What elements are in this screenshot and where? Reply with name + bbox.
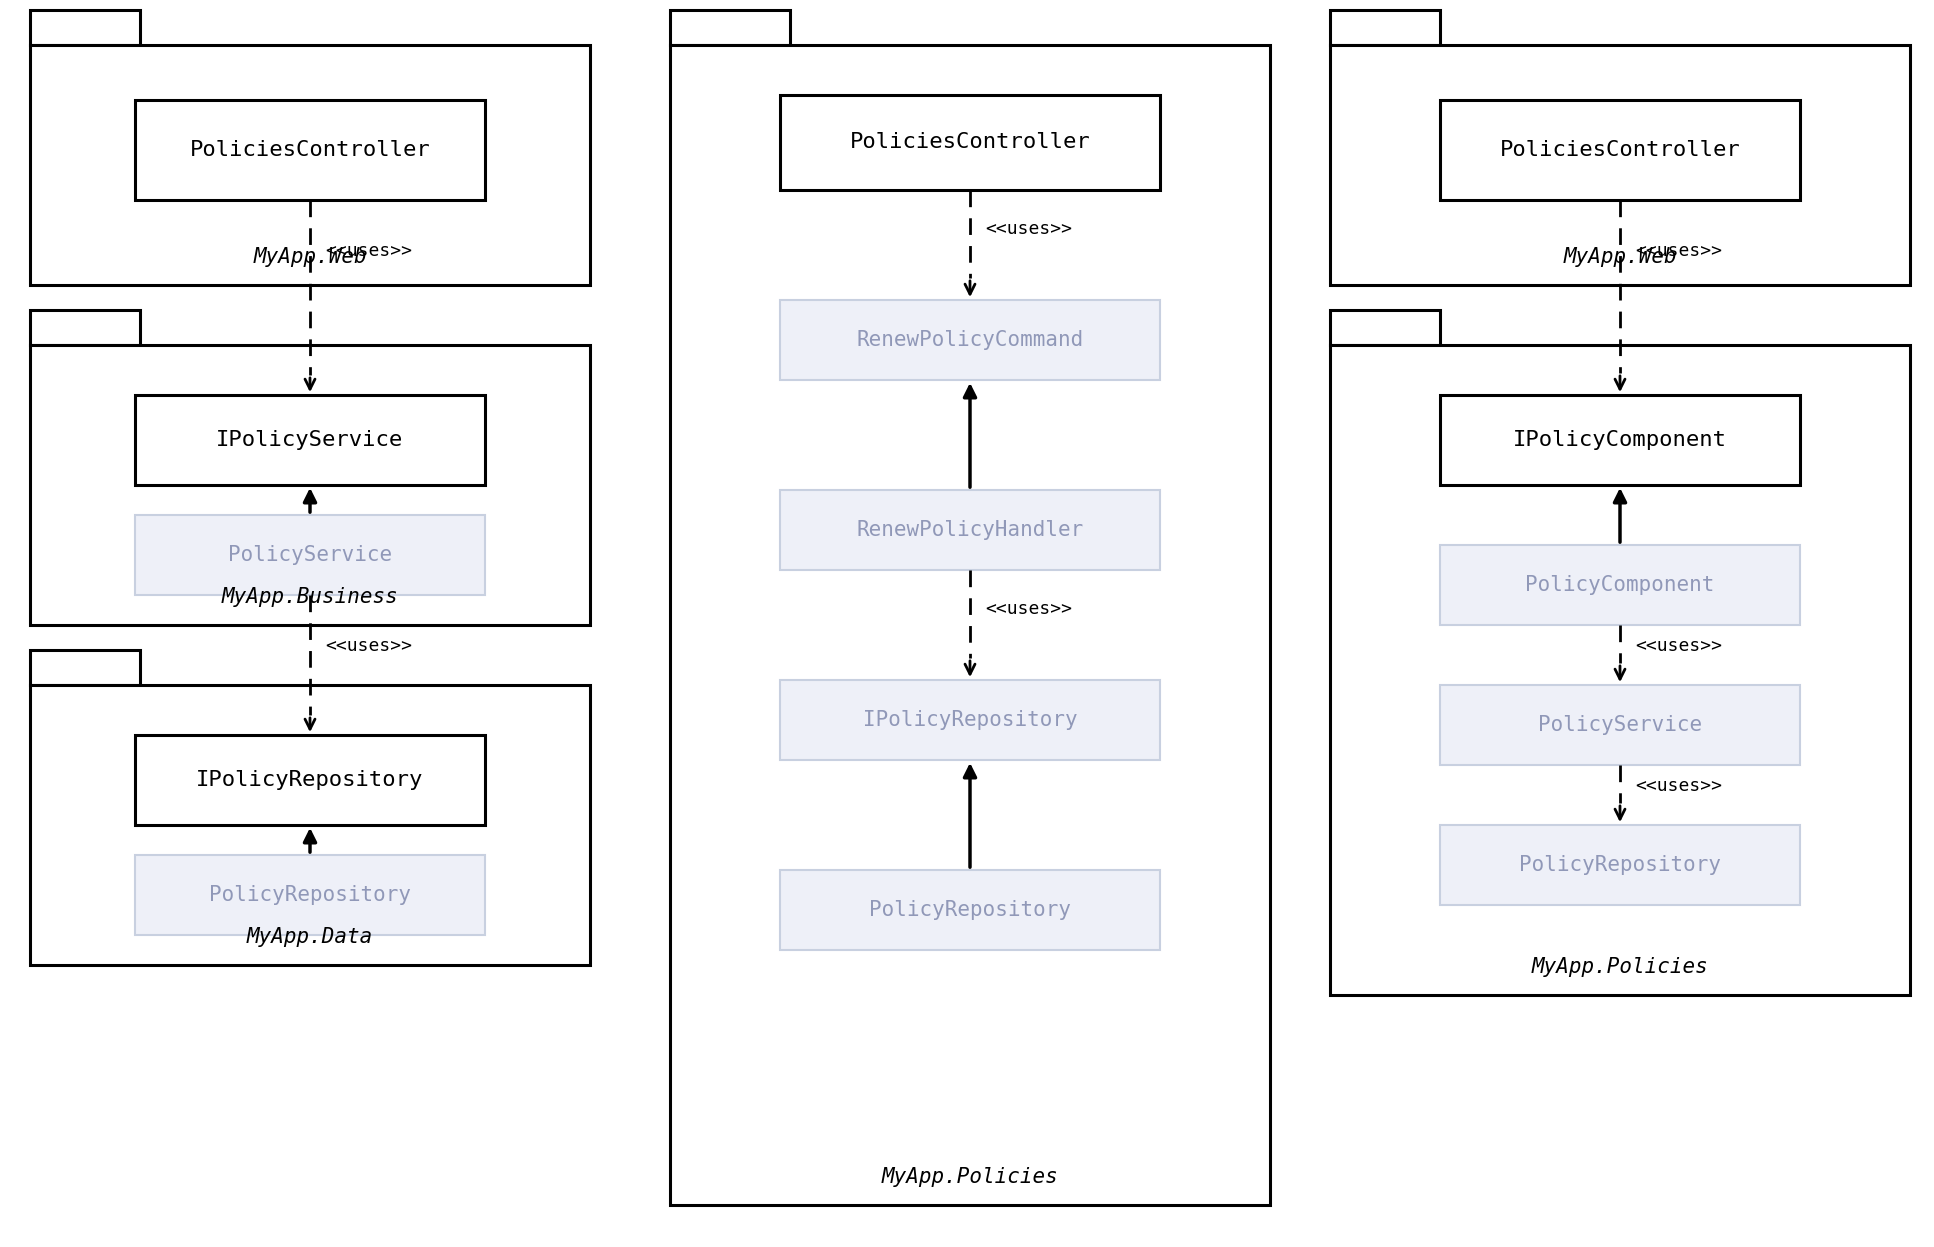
Text: IPolicyComponent: IPolicyComponent bbox=[1512, 430, 1727, 450]
Text: PolicyService: PolicyService bbox=[228, 545, 393, 565]
Bar bbox=[1441, 685, 1801, 764]
Text: PoliciesController: PoliciesController bbox=[849, 132, 1091, 152]
Text: MyApp.Web: MyApp.Web bbox=[253, 247, 367, 267]
Bar bbox=[669, 45, 1271, 1205]
Text: PolicyRepository: PolicyRepository bbox=[1518, 855, 1721, 875]
Text: <<uses>>: <<uses>> bbox=[325, 242, 412, 259]
Text: MyApp.Data: MyApp.Data bbox=[248, 927, 373, 946]
Text: MyApp.Policies: MyApp.Policies bbox=[882, 1167, 1058, 1187]
Text: MyApp.Policies: MyApp.Policies bbox=[1532, 956, 1708, 976]
Text: MyApp.Business: MyApp.Business bbox=[222, 587, 398, 607]
Text: PolicyRepository: PolicyRepository bbox=[209, 885, 412, 905]
Bar bbox=[135, 855, 485, 935]
Bar bbox=[779, 301, 1160, 380]
Bar bbox=[779, 870, 1160, 950]
Bar bbox=[779, 680, 1160, 759]
Text: PoliciesController: PoliciesController bbox=[190, 140, 431, 160]
Text: <<uses>>: <<uses>> bbox=[984, 219, 1071, 237]
Bar bbox=[1441, 545, 1801, 625]
Text: IPolicyRepository: IPolicyRepository bbox=[197, 769, 424, 791]
Bar bbox=[1441, 395, 1801, 485]
Bar bbox=[1331, 10, 1441, 45]
Text: IPolicyService: IPolicyService bbox=[217, 430, 404, 450]
Bar bbox=[135, 395, 485, 485]
Bar bbox=[31, 10, 139, 45]
Text: <<uses>>: <<uses>> bbox=[1634, 242, 1721, 259]
Text: <<uses>>: <<uses>> bbox=[325, 637, 412, 655]
Bar bbox=[1441, 826, 1801, 905]
Bar bbox=[135, 515, 485, 595]
Bar bbox=[1331, 345, 1911, 995]
Text: <<uses>>: <<uses>> bbox=[984, 600, 1071, 617]
Bar bbox=[669, 10, 789, 45]
Text: PolicyRepository: PolicyRepository bbox=[868, 900, 1071, 920]
Bar bbox=[31, 650, 139, 685]
Bar bbox=[135, 100, 485, 200]
Bar bbox=[31, 685, 590, 965]
Bar bbox=[1441, 100, 1801, 200]
Text: RenewPolicyCommand: RenewPolicyCommand bbox=[857, 330, 1083, 350]
Bar bbox=[31, 311, 139, 345]
Bar bbox=[135, 734, 485, 826]
Text: PolicyComponent: PolicyComponent bbox=[1526, 575, 1715, 595]
Text: <<uses>>: <<uses>> bbox=[1634, 777, 1721, 796]
Bar bbox=[1331, 45, 1911, 286]
Text: PolicyService: PolicyService bbox=[1538, 715, 1702, 734]
Text: IPolicyRepository: IPolicyRepository bbox=[863, 710, 1077, 729]
Text: PoliciesController: PoliciesController bbox=[1499, 140, 1741, 160]
Bar bbox=[1331, 311, 1441, 345]
Bar bbox=[31, 45, 590, 286]
Bar bbox=[779, 95, 1160, 190]
Bar bbox=[779, 490, 1160, 570]
Bar bbox=[31, 345, 590, 625]
Text: RenewPolicyHandler: RenewPolicyHandler bbox=[857, 520, 1083, 540]
Text: <<uses>>: <<uses>> bbox=[1634, 637, 1721, 655]
Text: MyApp.Web: MyApp.Web bbox=[1563, 247, 1677, 267]
